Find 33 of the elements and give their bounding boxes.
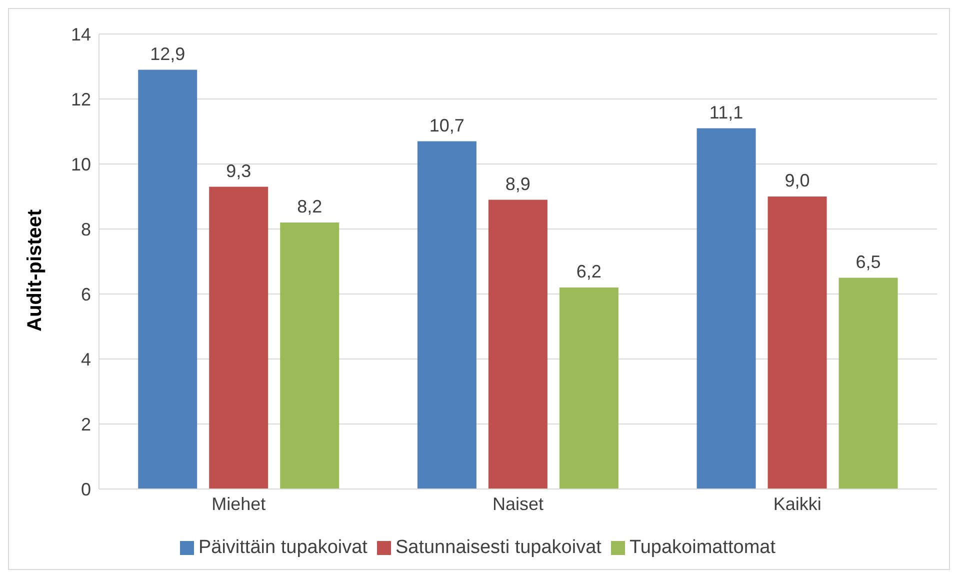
legend-label: Satunnaisesti tupakoivat <box>395 537 602 558</box>
y-tick-label: 14 <box>70 24 91 44</box>
y-tick-label: 2 <box>80 414 91 434</box>
bar <box>138 70 198 489</box>
bar <box>417 141 476 489</box>
bar <box>280 222 340 489</box>
bar <box>488 200 548 489</box>
data-label: 11,1 <box>709 102 744 122</box>
y-tick-label: 6 <box>80 284 91 304</box>
bar <box>768 196 827 489</box>
x-tick-label: Naiset <box>492 494 544 514</box>
data-label: 8,9 <box>505 174 530 194</box>
data-label: 9,3 <box>226 160 252 181</box>
legend-label: Päivittäin tupakoivat <box>198 537 368 558</box>
data-label: 12,9 <box>150 44 186 64</box>
bar <box>696 128 756 489</box>
data-label: 8,2 <box>297 196 322 216</box>
bar <box>838 278 898 489</box>
bar <box>209 186 268 489</box>
y-tick-label: 10 <box>70 154 91 174</box>
data-label: 6,2 <box>576 262 602 282</box>
data-label: 10,7 <box>429 115 464 136</box>
y-tick-label: 4 <box>80 349 91 370</box>
data-label: 6,5 <box>856 252 881 272</box>
bar <box>559 288 618 489</box>
x-tick-label: Kaikki <box>773 494 822 514</box>
legend-label: Tupakoimattomat <box>629 537 776 558</box>
data-label: 9,0 <box>784 170 810 190</box>
y-axis-title: Audit-pisteet <box>24 208 46 332</box>
y-tick-label: 8 <box>80 219 91 240</box>
y-tick-label: 12 <box>70 89 91 110</box>
y-tick-label: 0 <box>80 479 91 500</box>
x-tick-label: Miehet <box>212 494 266 514</box>
